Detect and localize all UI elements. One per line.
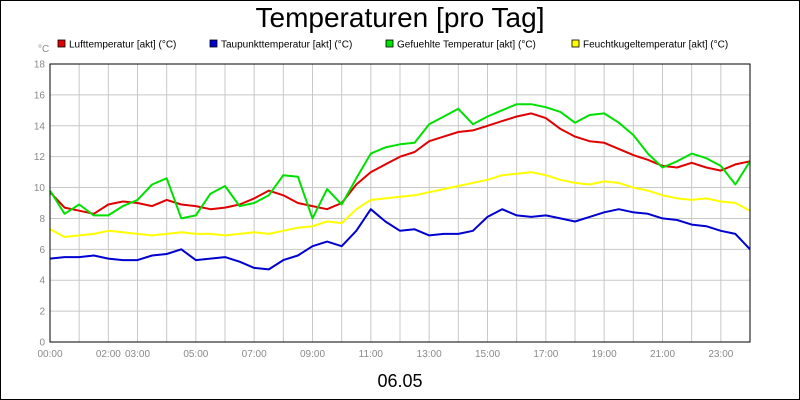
x-tick-label: 02:00 (96, 349, 121, 360)
legend-swatch (57, 39, 66, 48)
y-tick-label: 2 (39, 307, 45, 318)
series-line-2 (49, 103, 751, 220)
x-tick-label: 09:00 (300, 349, 325, 360)
legend-label: Taupunkttemperatur [akt] (°C) (221, 40, 352, 51)
x-tick-label: 23:00 (708, 349, 733, 360)
x-tick-label: 15:00 (475, 349, 500, 360)
series-line-3 (49, 171, 751, 238)
series-lines (49, 103, 751, 271)
legend-label: Feuchtkugeltemperatur [akt] (°C) (583, 40, 728, 51)
legend-item: Taupunkttemperatur [akt] (°C) (209, 39, 352, 51)
plot-area (49, 63, 751, 343)
x-tick-label: 05:00 (183, 349, 208, 360)
legend-swatch (571, 39, 580, 48)
grid (49, 63, 751, 343)
legend-item: Lufttemperatur [akt] (°C) (57, 39, 176, 51)
legend-label: Gefuehlte Temperatur [akt] (°C) (397, 40, 536, 51)
legend-label: Lufttemperatur [akt] (°C) (69, 40, 176, 51)
legend-swatch (385, 39, 394, 48)
x-tick-label: 19:00 (592, 349, 617, 360)
x-tick-label: 17:00 (533, 349, 558, 360)
x-ticks: 00:00 02:00 03:00 05:00 07:00 09:00 11:00 13:00… (37, 349, 733, 360)
y-tick-label: 0 (39, 338, 45, 349)
y-tick-label: 4 (39, 276, 45, 287)
series-line-1 (49, 208, 751, 271)
legend-item: Feuchtkugeltemperatur [akt] (°C) (571, 39, 728, 51)
chart-title: Temperaturen [pro Tag] (256, 2, 545, 33)
legend: Lufttemperatur [akt] (°C) Taupunkttempera… (57, 39, 728, 51)
y-tick-label: 14 (34, 121, 46, 132)
x-tick-label: 11:00 (359, 349, 384, 360)
series-line-0 (49, 112, 751, 215)
x-tick-label: 21:00 (650, 349, 675, 360)
x-tick-label: 07:00 (242, 349, 267, 360)
y-axis-unit: °C (38, 44, 49, 55)
y-tick-label: 10 (34, 183, 46, 194)
legend-item: Gefuehlte Temperatur [akt] (°C) (385, 39, 536, 51)
x-tick-label: 03:00 (125, 349, 150, 360)
y-tick-label: 6 (39, 245, 45, 256)
x-tick-label: 13:00 (417, 349, 442, 360)
y-tick-label: 18 (34, 60, 46, 71)
x-tick-label: 00:00 (37, 349, 62, 360)
date-label: 06.05 (377, 371, 422, 391)
y-ticks: 0 2 4 6 8 10 12 14 16 18 (34, 60, 46, 349)
legend-swatch (209, 39, 218, 48)
y-tick-label: 12 (34, 152, 46, 163)
y-tick-label: 16 (34, 90, 46, 101)
y-tick-label: 8 (39, 214, 45, 225)
